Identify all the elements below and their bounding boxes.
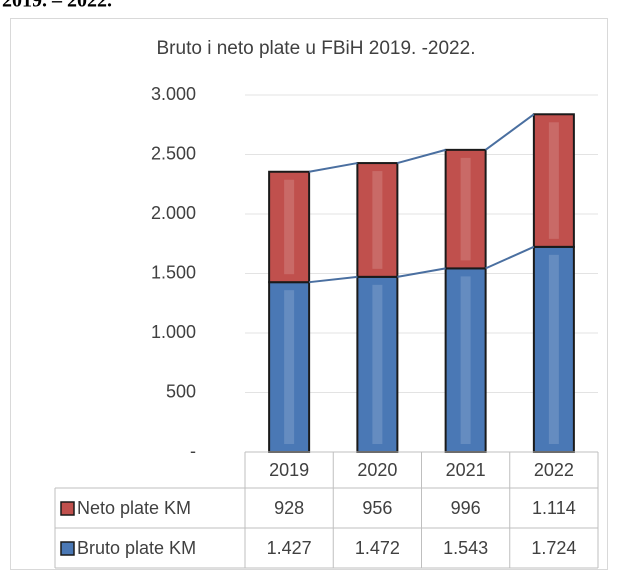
table-value: 928 [274, 498, 304, 518]
bar-segment [444, 267, 487, 453]
table-value: 1.543 [443, 538, 488, 558]
bar-highlight [548, 254, 559, 444]
table-value: 1.724 [531, 538, 576, 558]
table-value: 1.427 [267, 538, 312, 558]
y-tick-label: 2.500 [151, 143, 196, 163]
series-line [308, 162, 358, 173]
y-tick-label: 3.000 [151, 84, 196, 104]
table-value: 956 [362, 498, 392, 518]
table-value: 1.114 [532, 498, 576, 518]
x-tick-label: 2021 [446, 460, 486, 480]
legend-swatch [60, 541, 75, 556]
bar-highlight [372, 171, 383, 269]
y-tick-label: 500 [166, 381, 196, 401]
bar-segment [356, 162, 399, 278]
bar-highlight [548, 122, 559, 239]
table-value: 1.472 [355, 538, 400, 558]
x-tick-label: 2019 [269, 460, 309, 480]
series-line [397, 267, 446, 278]
table-value: 996 [451, 498, 481, 518]
bar-segment [532, 245, 575, 453]
bar-highlight [460, 157, 471, 261]
x-tick-label: 2020 [357, 460, 397, 480]
bar-highlight [372, 284, 383, 444]
caption-fragment: 2019. – 2022. [2, 0, 112, 12]
bar-segment [532, 113, 575, 248]
series-line [485, 113, 535, 151]
x-tick-label: 2022 [534, 460, 574, 480]
bar-segment [268, 281, 311, 454]
y-tick-label: 1.500 [151, 262, 196, 282]
y-tick-label: - [190, 441, 196, 461]
series-line [397, 148, 446, 165]
legend-label: Bruto plate KM [77, 538, 196, 558]
y-tick-label: 1.000 [151, 322, 196, 342]
bar-highlight [284, 179, 295, 275]
legend-label: Neto plate KM [77, 498, 191, 518]
bar-segment [444, 148, 487, 270]
series-line [309, 275, 358, 284]
legend-swatch [60, 501, 75, 516]
bar-segment [268, 170, 311, 284]
bar-highlight [460, 276, 471, 444]
bar-highlight [284, 290, 295, 444]
series-line [485, 245, 535, 270]
chart-title: Bruto i neto plate u FBiH 2019. -2022. [157, 38, 476, 59]
y-tick-label: 2.000 [151, 203, 196, 223]
